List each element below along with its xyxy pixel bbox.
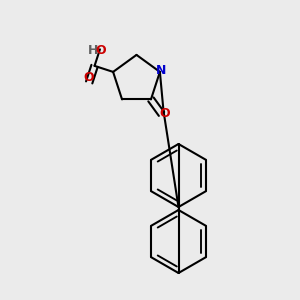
Text: O: O — [160, 107, 170, 121]
Text: O: O — [84, 71, 94, 84]
Text: H: H — [88, 44, 98, 57]
Text: O: O — [95, 44, 106, 57]
Text: N: N — [156, 64, 166, 77]
